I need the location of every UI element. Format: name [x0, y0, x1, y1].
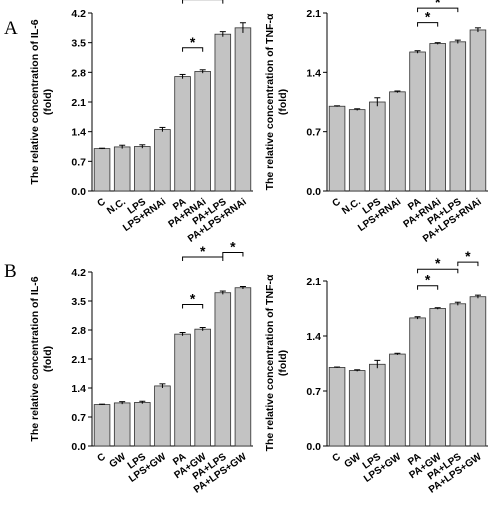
- bar-2: [134, 147, 150, 192]
- y-tick-label: 0.0: [306, 441, 321, 453]
- y-axis-label-line: The relative concentration of TNF-α: [264, 274, 276, 451]
- bar-4: [410, 52, 426, 191]
- bar-0: [329, 367, 345, 446]
- bar-0: [94, 149, 110, 191]
- bar-5: [195, 71, 211, 191]
- bar-6: [450, 42, 466, 191]
- bar-6: [215, 293, 231, 446]
- significance-star: *: [435, 0, 441, 10]
- bar-2: [369, 364, 385, 446]
- bar-3: [155, 130, 171, 191]
- significance-star: *: [465, 248, 471, 264]
- bar-3: [155, 386, 171, 446]
- significance-star: *: [425, 272, 431, 288]
- x-category-label: GW: [342, 451, 363, 470]
- bar-0: [329, 106, 345, 191]
- bar-1: [349, 110, 365, 191]
- y-tick-label: 1.4: [71, 383, 86, 395]
- y-axis-label-line: The relative concentration of TNF-α: [264, 13, 276, 190]
- bar-1: [349, 371, 365, 446]
- y-axis-label-line: (fold): [277, 350, 289, 376]
- significance-star: *: [230, 239, 236, 255]
- y-tick-label: 0.0: [306, 186, 321, 198]
- y-axis-label-line: The relative concentration of IL-6: [29, 19, 41, 184]
- bar-2: [134, 403, 150, 447]
- y-axis-label-line: (fold): [42, 346, 54, 372]
- y-axis-label: The relative concentration of IL-6(fold): [29, 276, 54, 441]
- bar-6: [450, 304, 466, 446]
- significance-star: *: [190, 291, 196, 307]
- bar-5: [195, 329, 211, 446]
- bar-7: [470, 297, 486, 446]
- y-tick-label: 1.4: [306, 67, 321, 79]
- y-axis-label: The relative concentration of IL-6(fold): [29, 19, 54, 184]
- y-tick-label: 0.7: [306, 127, 321, 139]
- y-tick-label: 4.2: [71, 8, 86, 20]
- y-tick-label: 1.4: [71, 127, 86, 139]
- y-tick-label: 2.1: [71, 97, 86, 109]
- y-tick-label: 2.8: [71, 67, 86, 79]
- significance-star: *: [435, 255, 441, 271]
- charts-group: 0.0 0.7 1.4 2.1 2.8 3.5 4.2 The relative concen…: [29, 0, 488, 496]
- panel-letter-a: A: [4, 18, 18, 39]
- y-axis-label-line: (fold): [277, 89, 289, 115]
- y-tick-label: 1.4: [306, 331, 321, 343]
- bar-3: [390, 92, 406, 191]
- y-axis-label-line: (fold): [42, 89, 54, 115]
- chart-0: 0.0 0.7 1.4 2.1 2.8 3.5 4.2 The relative concen…: [29, 0, 253, 245]
- bar-6: [215, 34, 231, 191]
- x-category-label: C: [96, 451, 108, 464]
- y-axis-label: The relative concentration of TNF-α(fold…: [264, 274, 289, 451]
- y-tick-label: 2.1: [306, 276, 321, 288]
- y-tick-label: 3.5: [71, 38, 86, 50]
- bar-3: [390, 354, 406, 446]
- bar-5: [430, 309, 446, 447]
- y-tick-label: 0.7: [71, 156, 86, 168]
- chart-3: 0.0 0.7 1.4 2.1 The relative concentration o…: [264, 248, 488, 496]
- significance-star: *: [200, 243, 206, 259]
- bar-7: [235, 28, 251, 191]
- significance-star: *: [200, 0, 206, 2]
- y-tick-label: 2.1: [71, 354, 86, 366]
- y-tick-label: 0.0: [71, 186, 86, 198]
- significance-star: *: [190, 34, 196, 50]
- y-tick-label: 3.5: [71, 296, 86, 308]
- bar-0: [94, 405, 110, 446]
- y-tick-label: 0.7: [306, 386, 321, 398]
- y-axis-label: The relative concentration of TNF-α(fold…: [264, 13, 289, 190]
- bar-1: [114, 403, 130, 446]
- y-tick-label: 2.1: [306, 8, 321, 20]
- bar-5: [430, 44, 446, 191]
- panel-letter-b: B: [4, 261, 17, 282]
- bar-7: [235, 288, 251, 446]
- x-category-label: C: [331, 451, 343, 464]
- x-category-label: N.C.: [105, 196, 128, 217]
- bar-4: [410, 318, 426, 446]
- bar-4: [175, 77, 191, 191]
- x-category-label: GW: [107, 451, 128, 470]
- bar-4: [175, 334, 191, 446]
- chart-1: 0.0 0.7 1.4 2.1 The relative concentration o…: [264, 0, 488, 245]
- x-category-label: N.C.: [340, 196, 363, 217]
- bar-7: [470, 30, 486, 191]
- y-tick-label: 4.2: [71, 267, 86, 279]
- bar-1: [114, 147, 130, 191]
- y-axis-label-line: The relative concentration of IL-6: [29, 276, 41, 441]
- y-tick-label: 0.0: [71, 441, 86, 453]
- significance-star: *: [425, 9, 431, 25]
- y-tick-label: 2.8: [71, 325, 86, 337]
- bar-2: [369, 102, 385, 191]
- chart-2: 0.0 0.7 1.4 2.1 2.8 3.5 4.2 The relative concen…: [29, 239, 253, 496]
- y-tick-label: 0.7: [71, 412, 86, 424]
